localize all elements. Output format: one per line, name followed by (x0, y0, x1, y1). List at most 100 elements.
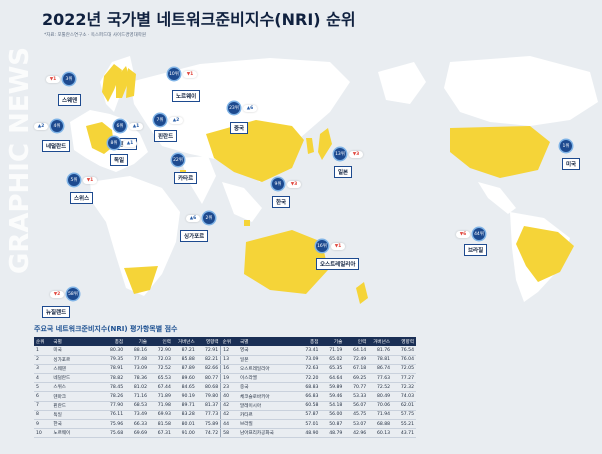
table-cell: 이스라엘 (238, 373, 297, 384)
table-cell: 74.03 (392, 391, 416, 402)
th-rank: 순위 (220, 337, 238, 346)
table-cell: 67.31 (149, 428, 173, 439)
callout-rank-badge: 58위 (67, 288, 79, 300)
table-cell: 71.19 (320, 346, 345, 356)
table-cell: 70.77 (344, 382, 369, 393)
table-cell: 69.93 (149, 410, 173, 421)
western-europe-fill (86, 122, 114, 154)
table-cell: 72.05 (392, 364, 416, 375)
callout-rank-badge: 7위 (154, 114, 166, 126)
table-cell: 79.35 (101, 355, 126, 365)
callout-change: ▲1 (123, 139, 137, 147)
callout-rank-badge: 3위 (63, 73, 75, 85)
th-country: 국별 (238, 337, 297, 346)
table-cell: 82.66 (196, 364, 221, 375)
table-cell: 스웨덴 (51, 364, 102, 375)
callout-rank-badge: 16위 (316, 240, 328, 252)
table-cell: 72.49 (344, 355, 369, 365)
callout-change: ▲6 (186, 214, 200, 222)
th-people: 인력 (149, 337, 173, 346)
table-cell: 73.09 (296, 355, 321, 365)
th-tech: 기술 (125, 337, 150, 346)
table-cell: 72.32 (392, 382, 416, 393)
table-cell: 영국 (238, 346, 297, 356)
table-cell: 78.36 (125, 373, 150, 384)
country-label-australia: 오스트레일리아 (316, 258, 360, 270)
table-cell: 89.60 (172, 373, 197, 384)
table-cell: 72.52 (368, 382, 393, 393)
usa-fill (450, 126, 550, 178)
table-cell: 59.46 (320, 391, 345, 402)
table-cell: 79.80 (196, 391, 221, 402)
table-cell: 덴마크 (51, 391, 102, 402)
table-cell: 23 (220, 382, 238, 393)
table-cell: 78.91 (101, 364, 126, 375)
table-cell: 중국 (238, 382, 297, 393)
table-cell: 72.91 (196, 346, 221, 356)
table-cell: 1 (34, 346, 52, 356)
table-cell: 77.48 (125, 355, 150, 365)
table-cell: 42 (220, 401, 238, 411)
table-cell: 65.35 (320, 364, 345, 375)
australia-fill (244, 230, 328, 294)
th-tech: 기술 (320, 337, 345, 346)
table-cell: 81.76 (368, 346, 393, 356)
table-cell: 48.90 (296, 428, 321, 439)
table-cell: 80.30 (101, 346, 126, 356)
table-cell: 19 (220, 373, 238, 384)
table-cell: 85.88 (172, 355, 197, 365)
table-cell: 80.01 (172, 419, 197, 430)
callout-qatar: 22위 (172, 154, 184, 166)
table-cell: 카타르 (238, 410, 297, 421)
th-total: 총점 (296, 337, 321, 346)
table-cell: 91.00 (172, 428, 197, 439)
brazil-fill (516, 226, 574, 282)
table-cell: 89.71 (172, 401, 197, 411)
table-cell: 69.69 (125, 428, 150, 439)
watermark-text: GRAPHIC NEWS (5, 47, 35, 274)
callout-norway: 10위 ▼1 (168, 68, 197, 80)
table-cell: 미국 (51, 346, 102, 356)
table-cell: 77.63 (368, 373, 393, 384)
callout-rank-badge: 9위 (272, 178, 284, 190)
sweden-fill (116, 66, 130, 98)
table-cell: 72.03 (149, 355, 173, 365)
callout-change: ▲2 (34, 122, 48, 130)
table-cell: 72.63 (296, 364, 321, 375)
table-cell: 82.21 (196, 355, 221, 365)
callout-change: ▼3 (287, 180, 301, 188)
callout-brazil: ▼6 44위 (456, 228, 485, 240)
table-cell: 71.94 (368, 410, 393, 421)
asia-shape (130, 58, 350, 182)
table-cell: 73.41 (296, 346, 321, 356)
callout-change: ▼2 (50, 290, 64, 298)
callout-usa: 1위 (560, 140, 572, 152)
callout-denmark: 6위 ▲1 (114, 120, 143, 132)
table-cell: 66.33 (125, 419, 150, 430)
table-cell: 78.82 (101, 373, 126, 384)
table-cell: 64.14 (344, 346, 369, 356)
china-fill (206, 120, 304, 182)
callout-rank-badge: 4위 (51, 120, 63, 132)
table-cell: 57.87 (296, 410, 321, 421)
table-cell: 60.58 (296, 401, 321, 411)
table-cell: 싱가포르 (51, 355, 102, 365)
table-cell: 71.16 (125, 391, 150, 402)
singapore-fill (244, 220, 250, 226)
callout-finland: 7위 ▲2 (154, 114, 183, 126)
table-cell: 72.52 (149, 364, 173, 375)
table-cell: 5 (34, 382, 52, 393)
callout-change: ▼1 (46, 75, 60, 83)
table-row: 8 독일 76.11 73.49 69.93 83.28 77.73 42 카타르 57.87 56… (34, 410, 416, 421)
table-cell: 80.68 (196, 382, 221, 393)
table-cell: 83.28 (172, 410, 197, 421)
table-cell: 45.75 (344, 410, 369, 421)
table-cell: 4 (34, 373, 52, 384)
table-cell: 76.54 (392, 346, 416, 356)
table-cell: 78.81 (368, 355, 393, 365)
table-cell: 80.49 (368, 391, 393, 402)
world-map (70, 56, 598, 304)
table-cell: 7 (34, 401, 52, 411)
table-cell: 90.19 (172, 391, 197, 402)
table-cell: 80.77 (196, 373, 221, 384)
